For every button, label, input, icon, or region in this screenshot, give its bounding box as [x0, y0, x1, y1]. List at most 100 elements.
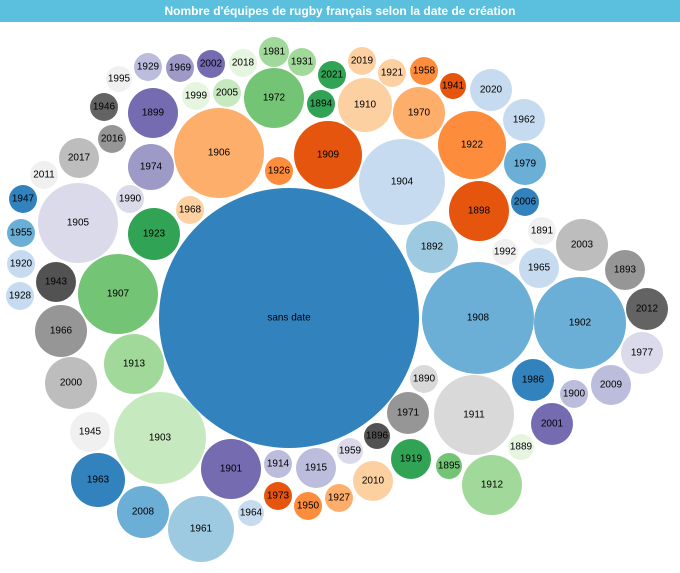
bubble-circle[interactable]	[7, 219, 35, 247]
bubble-1959[interactable]: 1959	[337, 438, 363, 464]
bubble-1906[interactable]: 1906	[174, 108, 264, 198]
bubble-1926[interactable]: 1926	[265, 157, 293, 185]
bubble-1904[interactable]: 1904	[359, 139, 445, 225]
bubble-circle[interactable]	[462, 455, 522, 515]
bubble-1968[interactable]: 1968	[176, 196, 204, 224]
bubble-circle[interactable]	[114, 392, 206, 484]
bubble-circle[interactable]	[338, 78, 392, 132]
bubble-1977[interactable]: 1977	[621, 332, 663, 374]
bubble-1891[interactable]: 1891	[528, 217, 556, 245]
bubble-2021[interactable]: 2021	[318, 61, 346, 89]
bubble-2020[interactable]: 2020	[470, 69, 512, 111]
bubble-circle[interactable]	[605, 250, 645, 290]
bubble-circle[interactable]	[364, 423, 390, 449]
bubble-2018[interactable]: 2018	[229, 49, 257, 77]
bubble-1911[interactable]: 1911	[434, 375, 514, 455]
bubble-1974[interactable]: 1974	[128, 144, 174, 190]
bubble-circle[interactable]	[440, 73, 466, 99]
bubble-circle[interactable]	[294, 492, 322, 520]
bubble-circle[interactable]	[98, 125, 126, 153]
bubble-circle[interactable]	[36, 262, 76, 302]
bubble-1941[interactable]: 1941	[440, 73, 466, 99]
bubble-1927[interactable]: 1927	[325, 484, 353, 512]
bubble-circle[interactable]	[174, 108, 264, 198]
bubble-circle[interactable]	[78, 254, 158, 334]
bubble-circle[interactable]	[410, 57, 438, 85]
bubble-circle[interactable]	[38, 183, 118, 263]
bubble-2006[interactable]: 2006	[511, 188, 539, 216]
bubble-circle[interactable]	[35, 305, 87, 357]
bubble-circle[interactable]	[387, 392, 429, 434]
bubble-circle[interactable]	[182, 82, 210, 110]
bubble-2010[interactable]: 2010	[353, 461, 393, 501]
bubble-1961[interactable]: 1961	[168, 496, 234, 562]
bubble-1907[interactable]: 1907	[78, 254, 158, 334]
bubble-1901[interactable]: 1901	[201, 439, 261, 499]
bubble-circle[interactable]	[296, 448, 336, 488]
bubble-circle[interactable]	[264, 482, 292, 510]
bubble-1902[interactable]: 1902	[534, 277, 626, 369]
bubble-1972[interactable]: 1972	[244, 68, 304, 128]
bubble-2000[interactable]: 2000	[45, 357, 97, 409]
bubble-circle[interactable]	[288, 48, 316, 76]
bubble-circle[interactable]	[531, 403, 573, 445]
bubble-circle[interactable]	[378, 59, 406, 87]
bubble-1981[interactable]: 1981	[259, 37, 289, 67]
bubble-circle[interactable]	[307, 90, 335, 118]
bubble-circle[interactable]	[353, 461, 393, 501]
bubble-circle[interactable]	[528, 217, 556, 245]
bubble-1969[interactable]: 1969	[166, 54, 194, 82]
bubble-2002[interactable]: 2002	[197, 50, 225, 78]
bubble-circle[interactable]	[159, 188, 419, 448]
bubble-circle[interactable]	[7, 250, 35, 278]
bubble-2008[interactable]: 2008	[117, 486, 169, 538]
bubble-circle[interactable]	[244, 68, 304, 128]
bubble-2016[interactable]: 2016	[98, 125, 126, 153]
bubble-1943[interactable]: 1943	[36, 262, 76, 302]
bubble-1965[interactable]: 1965	[519, 248, 559, 288]
bubble-circle[interactable]	[508, 434, 534, 460]
bubble-1964[interactable]: 1964	[238, 500, 264, 526]
bubble-circle[interactable]	[106, 66, 132, 92]
bubble-1992[interactable]: 1992	[492, 239, 518, 265]
bubble-1946[interactable]: 1946	[90, 93, 118, 121]
bubble-circle[interactable]	[213, 79, 241, 107]
bubble-circle[interactable]	[71, 453, 125, 507]
bubble-1890[interactable]: 1890	[410, 365, 438, 393]
bubble-circle[interactable]	[556, 219, 608, 271]
bubble-circle[interactable]	[116, 185, 144, 213]
bubble-1963[interactable]: 1963	[71, 453, 125, 507]
bubble-circle[interactable]	[229, 49, 257, 77]
bubble-1922[interactable]: 1922	[438, 111, 506, 179]
bubble-1893[interactable]: 1893	[605, 250, 645, 290]
bubble-1889[interactable]: 1889	[508, 434, 534, 460]
bubble-circle[interactable]	[59, 138, 99, 178]
bubble-1915[interactable]: 1915	[296, 448, 336, 488]
bubble-circle[interactable]	[393, 87, 445, 139]
bubble-1894[interactable]: 1894	[307, 90, 335, 118]
bubble-circle[interactable]	[45, 357, 97, 409]
bubble-1986[interactable]: 1986	[512, 359, 554, 401]
bubble-1928[interactable]: 1928	[6, 282, 34, 310]
bubble-1962[interactable]: 1962	[503, 99, 545, 141]
bubble-1896[interactable]: 1896	[364, 423, 390, 449]
bubble-circle[interactable]	[560, 380, 588, 408]
bubble-1913[interactable]: 1913	[104, 334, 164, 394]
bubble-circle[interactable]	[104, 334, 164, 394]
bubble-circle[interactable]	[337, 438, 363, 464]
bubble-circle[interactable]	[30, 161, 58, 189]
bubble-circle[interactable]	[168, 496, 234, 562]
bubble-circle[interactable]	[201, 439, 261, 499]
bubble-circle[interactable]	[6, 282, 34, 310]
bubble-circle[interactable]	[264, 450, 292, 478]
bubble-circle[interactable]	[492, 239, 518, 265]
bubble-2005[interactable]: 2005	[213, 79, 241, 107]
bubble-circle[interactable]	[128, 208, 180, 260]
bubble-1919[interactable]: 1919	[391, 439, 431, 479]
bubble-circle[interactable]	[591, 365, 631, 405]
bubble-circle[interactable]	[90, 93, 118, 121]
bubble-1995[interactable]: 1995	[106, 66, 132, 92]
bubble-circle[interactable]	[449, 181, 509, 241]
bubble-circle[interactable]	[359, 139, 445, 225]
bubble-1950[interactable]: 1950	[294, 492, 322, 520]
